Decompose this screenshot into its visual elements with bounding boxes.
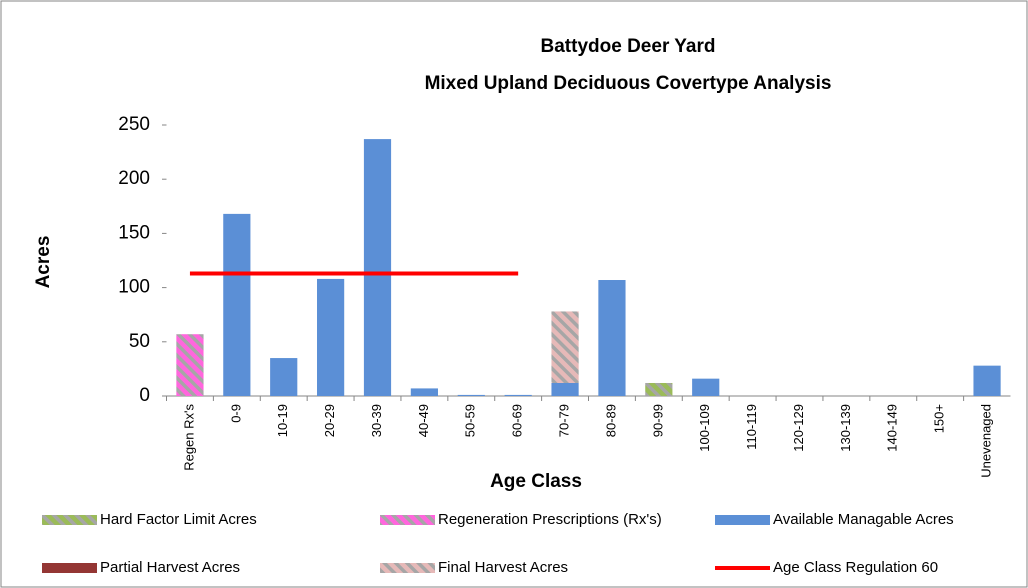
y-tick-label: 100 <box>118 277 150 298</box>
x-tick-label: 30-39 <box>369 404 384 437</box>
x-tick-label: 130-139 <box>838 404 853 452</box>
x-tick-label: 110-119 <box>744 404 759 450</box>
bar-segment <box>504 394 532 396</box>
x-axis-label: Age Class <box>490 471 582 492</box>
x-tick-label: 10-19 <box>275 404 290 437</box>
bar-segment <box>598 280 626 396</box>
bar-segment <box>176 334 204 396</box>
legend-label: Final Harvest Acres <box>438 559 568 576</box>
bar-segment <box>317 278 345 396</box>
legend-swatch <box>42 515 97 525</box>
legend-swatch <box>380 515 435 525</box>
chart-subtitle: Mixed Upland Deciduous Covertype Analysi… <box>425 73 832 94</box>
bar-segment <box>457 394 485 396</box>
y-axis-label: Acres <box>33 236 54 289</box>
x-tick-label: 50-59 <box>463 404 478 437</box>
legend-label: Available Managable Acres <box>773 511 954 528</box>
y-tick-label: 200 <box>118 168 150 189</box>
legend-swatch <box>42 563 97 573</box>
legend-swatch <box>715 515 770 525</box>
x-tick-label: 40-49 <box>416 404 431 437</box>
y-tick-label: 250 <box>118 114 150 135</box>
x-tick-label: 80-89 <box>603 404 618 437</box>
bar-segment <box>551 311 579 383</box>
x-tick-label: Unevenaged <box>978 404 993 478</box>
x-tick-label: 140-149 <box>885 404 900 452</box>
chart-title: Battydoe Deer Yard <box>541 36 716 57</box>
x-tick-label: 60-69 <box>510 404 525 437</box>
x-tick-label: 20-29 <box>322 404 337 437</box>
y-tick-label: 150 <box>118 222 150 243</box>
bar-segment <box>551 382 579 396</box>
legend-label: Age Class Regulation 60 <box>773 559 938 576</box>
bar-segment <box>645 382 673 396</box>
x-tick-label: 150+ <box>932 404 947 433</box>
bar-segment <box>692 378 720 396</box>
x-tick-label: 100-109 <box>697 404 712 452</box>
legend-label: Hard Factor Limit Acres <box>100 511 257 528</box>
bar-segment <box>410 388 438 396</box>
bar-segment <box>223 213 251 396</box>
x-tick-label: 0-9 <box>228 404 243 423</box>
x-tick-label: 90-99 <box>650 404 665 437</box>
x-tick-label: Regen Rx's <box>181 404 196 471</box>
x-tick-label: 70-79 <box>556 404 571 437</box>
legend-swatch <box>380 563 435 573</box>
legend-label: Regeneration Prescriptions (Rx's) <box>438 511 662 528</box>
y-tick-label: 0 <box>139 385 150 406</box>
x-tick-label: 120-129 <box>791 404 806 452</box>
legend-label: Partial Harvest Acres <box>100 559 240 576</box>
bar-segment <box>270 358 298 396</box>
bar-segment <box>363 139 392 397</box>
bar-segment <box>973 365 1001 396</box>
y-tick-label: 50 <box>129 331 150 352</box>
